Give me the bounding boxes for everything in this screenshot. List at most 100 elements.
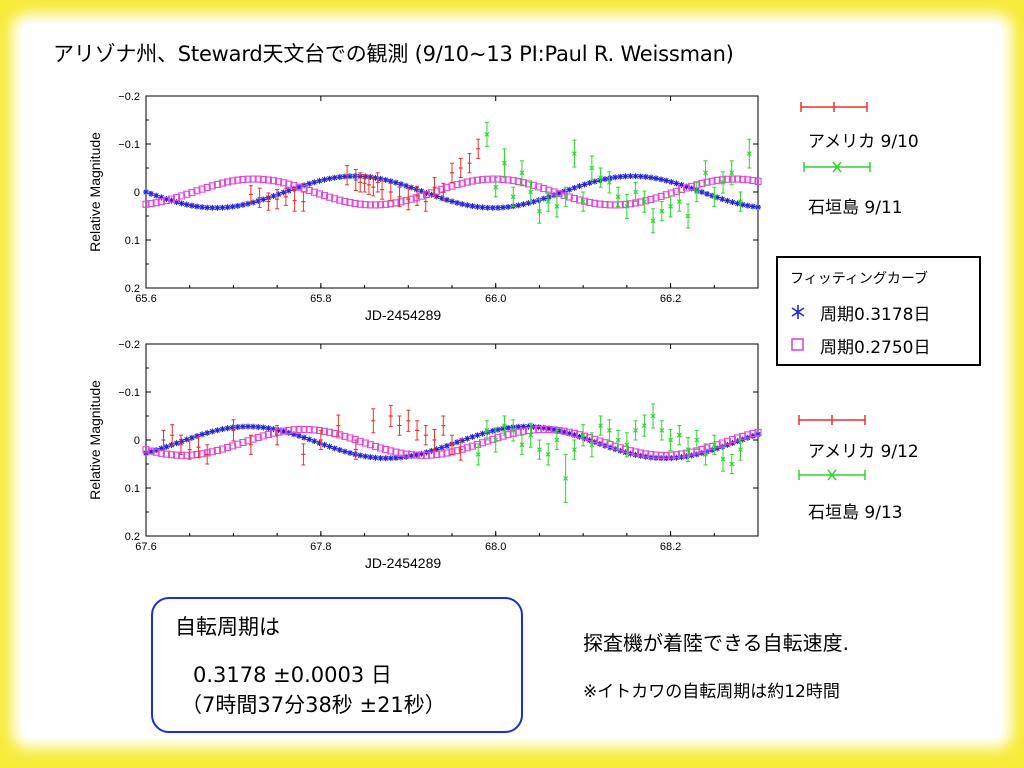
fit-magenta-point bbox=[167, 195, 176, 203]
fit-magenta-point bbox=[540, 184, 548, 193]
fit-magenta-point bbox=[606, 440, 614, 449]
fit-blue-point bbox=[418, 188, 425, 195]
fit-magenta-point bbox=[188, 188, 196, 197]
fit-magenta-point bbox=[723, 175, 731, 183]
fit-blue-point bbox=[357, 452, 364, 459]
fit-blue-point bbox=[698, 189, 705, 196]
fit-blue-point bbox=[566, 186, 573, 193]
fit-legend-title: フィッティングカーブ bbox=[790, 271, 929, 287]
fit-blue-point bbox=[265, 425, 272, 432]
fit-blue-point bbox=[755, 431, 761, 438]
fit-blue-point bbox=[714, 194, 721, 201]
fit-magenta-point bbox=[519, 427, 527, 435]
fit-magenta-point bbox=[596, 200, 604, 208]
fit-magenta-point bbox=[667, 451, 675, 459]
x-tick-label: 68.2 bbox=[660, 541, 681, 553]
fit-blue-point bbox=[443, 196, 450, 203]
data-point bbox=[668, 437, 673, 443]
fit-magenta-point bbox=[254, 433, 262, 442]
fit-blue-point bbox=[576, 433, 583, 440]
fit-blue-point bbox=[413, 186, 420, 193]
fit-blue-point bbox=[647, 174, 654, 181]
fit-magenta-point bbox=[417, 451, 425, 459]
data-point bbox=[475, 452, 481, 457]
fit-magenta-point bbox=[382, 445, 390, 454]
fit-blue-point bbox=[178, 438, 185, 445]
fit-magenta-point bbox=[351, 436, 359, 444]
fit-magenta-point bbox=[285, 426, 293, 434]
fit-magenta-point bbox=[509, 177, 517, 185]
landing-note: 探査機が着陸できる自転速度. bbox=[583, 631, 849, 655]
fit-blue-point bbox=[612, 174, 619, 181]
fit-blue-point bbox=[724, 197, 731, 204]
fit-blue-point bbox=[285, 187, 292, 194]
x-tick-label: 65.8 bbox=[310, 293, 331, 305]
fit-blue-point bbox=[433, 193, 440, 200]
fit-blue-point bbox=[398, 454, 404, 461]
fit-magenta-point bbox=[377, 201, 385, 209]
fit-magenta-point bbox=[331, 429, 339, 438]
fit-blue-point bbox=[173, 440, 180, 447]
fit-magenta-point bbox=[173, 193, 181, 202]
fit-magenta-point bbox=[606, 201, 614, 209]
data-point bbox=[711, 194, 717, 200]
fit-blue-point bbox=[239, 201, 246, 208]
legend-ishigaki-label-top: 石垣島 9/11 bbox=[808, 198, 903, 218]
data-point bbox=[528, 432, 534, 438]
data-point bbox=[606, 428, 612, 433]
fit-magenta-point bbox=[494, 175, 502, 183]
y-tick-label: 0 bbox=[134, 435, 140, 447]
fit-magenta-point bbox=[213, 180, 221, 188]
fit-blue-point bbox=[398, 181, 404, 188]
fit-magenta-point bbox=[218, 179, 227, 187]
fit-blue-point bbox=[306, 436, 313, 443]
fit-blue-point bbox=[454, 439, 461, 446]
period-value: 0.3178 ±0.0003 日 bbox=[193, 663, 392, 687]
fit-magenta-point bbox=[320, 192, 329, 200]
fit-blue-point bbox=[331, 445, 338, 452]
fit-magenta-point bbox=[249, 175, 257, 183]
data-point bbox=[572, 447, 577, 452]
fit-magenta-point bbox=[254, 175, 262, 183]
fit-blue-point bbox=[173, 199, 180, 206]
data-point bbox=[650, 218, 656, 224]
fit-magenta-point bbox=[734, 175, 742, 183]
legend-ishigaki-marker-top bbox=[803, 161, 871, 173]
fit-magenta-point bbox=[535, 183, 543, 191]
fit-blue-point bbox=[234, 202, 241, 209]
fit-magenta-point bbox=[234, 176, 242, 184]
data-point bbox=[659, 208, 665, 214]
fit-blue-point bbox=[245, 200, 251, 207]
fit-blue-point bbox=[637, 173, 644, 180]
fit-magenta-point bbox=[504, 176, 512, 184]
legend-usa-label-top: アメリカ 9/10 bbox=[808, 132, 919, 152]
fit-blue-point bbox=[168, 442, 175, 449]
fit-magenta-point bbox=[305, 186, 313, 195]
data-point bbox=[545, 199, 551, 204]
fit-magenta-point bbox=[739, 175, 747, 183]
fit-blue-point bbox=[464, 435, 471, 442]
fit-curve-magenta bbox=[142, 425, 762, 459]
fit-blue-point bbox=[204, 429, 211, 436]
fit-blue-point bbox=[515, 202, 522, 209]
x-axis-label: JD-2454289 bbox=[365, 555, 441, 571]
data-point bbox=[519, 170, 525, 176]
fit-blue-point bbox=[443, 442, 450, 449]
fit-magenta-point bbox=[203, 183, 211, 192]
fit-magenta-point bbox=[310, 426, 318, 434]
fit-blue-point bbox=[474, 432, 481, 439]
data-point bbox=[615, 437, 621, 443]
fit-magenta-point bbox=[224, 178, 232, 186]
fit-magenta-point bbox=[371, 201, 380, 209]
fit-blue-point bbox=[214, 204, 221, 211]
fit-blue-point bbox=[586, 179, 593, 186]
fit-blue-point bbox=[280, 189, 287, 196]
fit-blue-point bbox=[602, 176, 608, 183]
fit-magenta-point bbox=[346, 198, 354, 207]
lightcurve-chart-top: −0.2 −0.1 0 0.1 0.265.6 65.8 66.0 66.2 JD-245428… bbox=[87, 91, 762, 323]
fit-blue-point bbox=[617, 173, 624, 180]
fit-magenta-point bbox=[142, 200, 150, 208]
fit-blue-point bbox=[234, 424, 241, 431]
fit-magenta-point bbox=[677, 450, 686, 458]
data-point bbox=[580, 432, 586, 438]
